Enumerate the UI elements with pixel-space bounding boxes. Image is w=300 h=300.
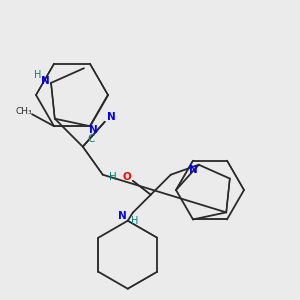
Text: C: C (87, 134, 94, 144)
Text: H: H (109, 172, 117, 182)
Text: N: N (40, 76, 50, 86)
Text: H: H (34, 70, 42, 80)
Text: N: N (118, 211, 127, 221)
Text: CH₃: CH₃ (16, 107, 32, 116)
Text: N: N (189, 165, 198, 175)
Text: H: H (131, 216, 138, 226)
Text: N: N (88, 125, 98, 135)
Text: N: N (107, 112, 116, 122)
Text: O: O (122, 172, 131, 182)
